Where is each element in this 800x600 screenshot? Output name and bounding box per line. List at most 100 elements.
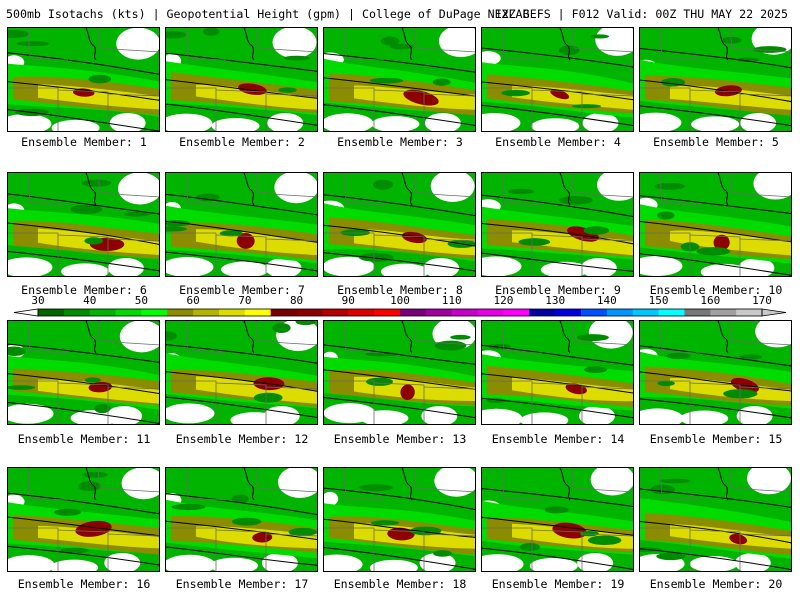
calm-area <box>8 403 54 424</box>
ensemble-member-label: Ensemble Member: 18 <box>333 577 467 591</box>
isotach-map <box>324 468 475 571</box>
state-border <box>423 93 475 97</box>
jet-max-80kt <box>403 89 439 106</box>
state-border <box>324 380 375 424</box>
isotach-map <box>640 321 791 424</box>
wind-streak <box>166 330 177 341</box>
wind-field-60kt <box>670 85 791 110</box>
color-bar-tick-label: 150 <box>648 294 669 307</box>
calm-area <box>419 553 456 571</box>
height-contour <box>324 397 475 419</box>
wind-streak <box>166 31 188 39</box>
wind-streak <box>16 41 51 47</box>
state-border <box>581 386 633 390</box>
isotach-map <box>166 28 317 131</box>
color-bar-segment <box>89 309 117 316</box>
jet-max-80kt <box>550 89 570 100</box>
height-contour <box>166 79 317 99</box>
calm-area <box>482 112 521 131</box>
ensemble-map-panel <box>481 467 634 572</box>
wind-streak <box>231 494 249 504</box>
wind-streak <box>219 230 243 237</box>
height-contour <box>482 488 633 508</box>
height-contour <box>640 521 791 544</box>
color-bar-tick-label: 140 <box>596 294 617 307</box>
wind-streak <box>519 543 540 551</box>
state-border <box>640 232 691 276</box>
color-bar-segment <box>38 309 65 316</box>
calm-area <box>8 555 55 571</box>
height-contour <box>8 516 159 537</box>
ensemble-map-panel <box>639 467 792 572</box>
calm-area <box>736 406 773 424</box>
state-border <box>166 232 217 276</box>
wind-streak <box>501 89 530 97</box>
color-bar-tick-label: 100 <box>390 294 410 307</box>
isotach-map <box>8 468 159 571</box>
color-bar-tick-label: 60 <box>186 294 200 307</box>
calm-area <box>104 553 141 571</box>
calm-area <box>166 113 213 131</box>
coastline <box>717 28 729 61</box>
state-border <box>166 380 217 424</box>
color-bar-segment <box>115 309 142 316</box>
height-contour <box>8 401 159 424</box>
color-bar-segment <box>374 309 401 316</box>
state-border <box>482 232 533 276</box>
ensemble-member-label: Ensemble Member: 13 <box>333 432 467 446</box>
state-border <box>324 232 375 276</box>
calm-area <box>272 28 317 59</box>
coastline <box>559 468 571 501</box>
wind-streak <box>8 346 26 356</box>
wind-streak <box>283 55 310 61</box>
color-bar-outline <box>37 308 763 317</box>
calm-area <box>482 408 523 424</box>
height-contour <box>640 195 791 214</box>
ensemble-map-panel <box>7 320 160 425</box>
calm-area <box>360 410 409 424</box>
state-border <box>343 468 385 501</box>
calm-area <box>8 113 52 131</box>
color-bar-tick-label: 40 <box>83 294 97 307</box>
coastline <box>85 321 97 354</box>
ensemble-map-panel <box>7 172 160 277</box>
height-contour <box>324 224 475 247</box>
wind-streak <box>202 28 220 36</box>
state-border <box>8 87 59 131</box>
ensemble-member-label: Ensemble Member: 15 <box>649 432 783 446</box>
ensemble-member-label: Ensemble Member: 10 <box>649 283 783 297</box>
jet-max-80kt <box>75 520 112 537</box>
wind-streak <box>656 552 686 561</box>
state-border <box>739 238 791 242</box>
color-bar-segment <box>581 309 608 316</box>
wind-streak <box>579 531 599 537</box>
calm-area <box>116 28 159 60</box>
height-contour <box>324 518 475 538</box>
wind-streak <box>288 527 317 537</box>
calm-area <box>640 112 682 131</box>
state-border <box>571 173 633 198</box>
coastline <box>717 468 729 501</box>
state-border <box>531 382 583 424</box>
height-contour <box>324 104 475 126</box>
wind-field-60kt <box>512 230 633 256</box>
state-border <box>531 529 583 571</box>
height-contour <box>166 220 317 243</box>
calm-area <box>109 113 146 131</box>
height-contour <box>166 546 317 566</box>
calm-area <box>580 258 617 276</box>
height-contour <box>8 492 159 515</box>
ensemble-map-panel <box>165 467 318 572</box>
calm-area <box>640 408 684 424</box>
state-border <box>581 238 633 242</box>
calm-area <box>380 263 429 276</box>
isotach-map <box>8 28 159 131</box>
color-bar-segment <box>270 309 298 316</box>
ensemble-map-panel <box>639 27 792 132</box>
calm-area <box>166 257 214 276</box>
state-border <box>659 468 701 501</box>
height-contour <box>640 221 791 243</box>
map-header: 500mb Isotachs (kts) | Geopotential Heig… <box>0 5 800 23</box>
color-bar-segment <box>529 309 556 316</box>
ensemble-map-panel <box>481 320 634 425</box>
